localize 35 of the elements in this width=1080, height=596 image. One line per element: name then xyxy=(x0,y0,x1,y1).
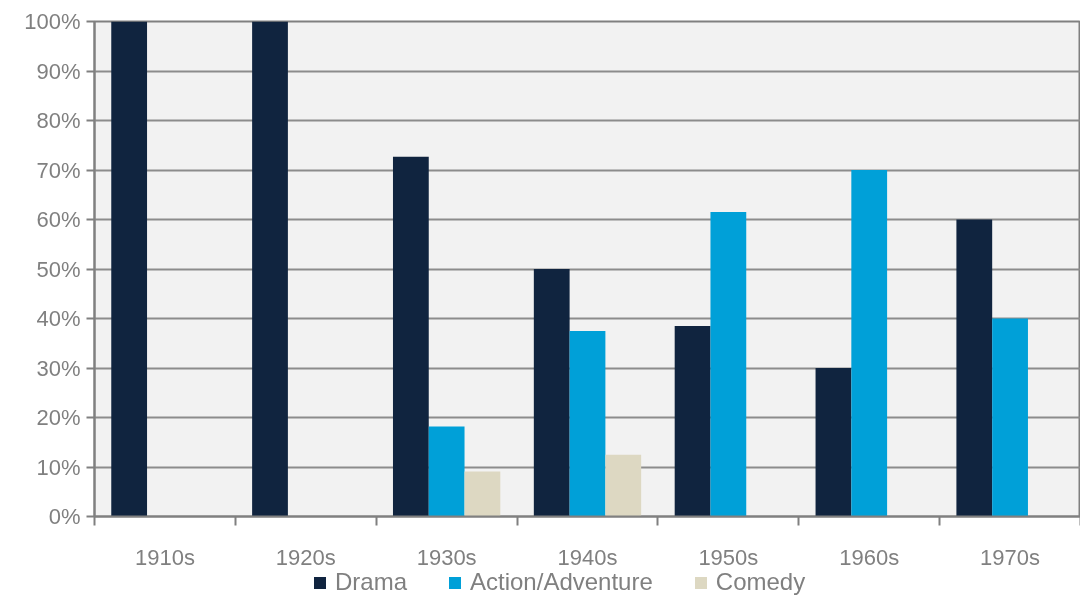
y-tick-label: 70% xyxy=(36,157,81,183)
bar xyxy=(710,212,747,517)
bar xyxy=(956,219,993,517)
y-tick-label: 40% xyxy=(36,306,81,331)
bar xyxy=(111,21,148,517)
bar xyxy=(533,269,570,517)
bar xyxy=(605,454,642,517)
bar xyxy=(674,325,711,517)
bar xyxy=(851,170,888,517)
bar xyxy=(815,368,852,517)
y-tick-label: 10% xyxy=(36,454,81,480)
x-tick-label: 1920s xyxy=(275,544,336,570)
y-tick-label: 50% xyxy=(36,256,81,282)
bar xyxy=(252,21,288,517)
x-tick-label: 1960s xyxy=(839,544,900,570)
x-tick-label: 1930s xyxy=(416,544,477,570)
y-tick-label: 100% xyxy=(24,9,81,34)
y-tick-label: 90% xyxy=(36,58,81,84)
bar xyxy=(428,426,465,517)
x-tick-label: 1950s xyxy=(698,544,759,570)
bar xyxy=(392,156,429,517)
y-tick-label: 20% xyxy=(36,405,81,430)
y-tick-label: 30% xyxy=(36,355,81,381)
y-tick-label: 0% xyxy=(48,504,81,529)
bar xyxy=(569,330,606,517)
y-tick-label: 80% xyxy=(36,108,81,133)
legend-label: Action/Adventure xyxy=(470,571,653,596)
bar xyxy=(992,318,1028,517)
x-tick-label: 1970s xyxy=(980,544,1041,570)
legend-label: Drama xyxy=(335,571,408,596)
legend-label: Comedy xyxy=(715,571,806,596)
bar xyxy=(464,471,501,517)
x-tick-label: 1910s xyxy=(134,544,195,570)
x-tick-label: 1940s xyxy=(557,544,618,570)
y-tick-label: 60% xyxy=(36,207,81,232)
